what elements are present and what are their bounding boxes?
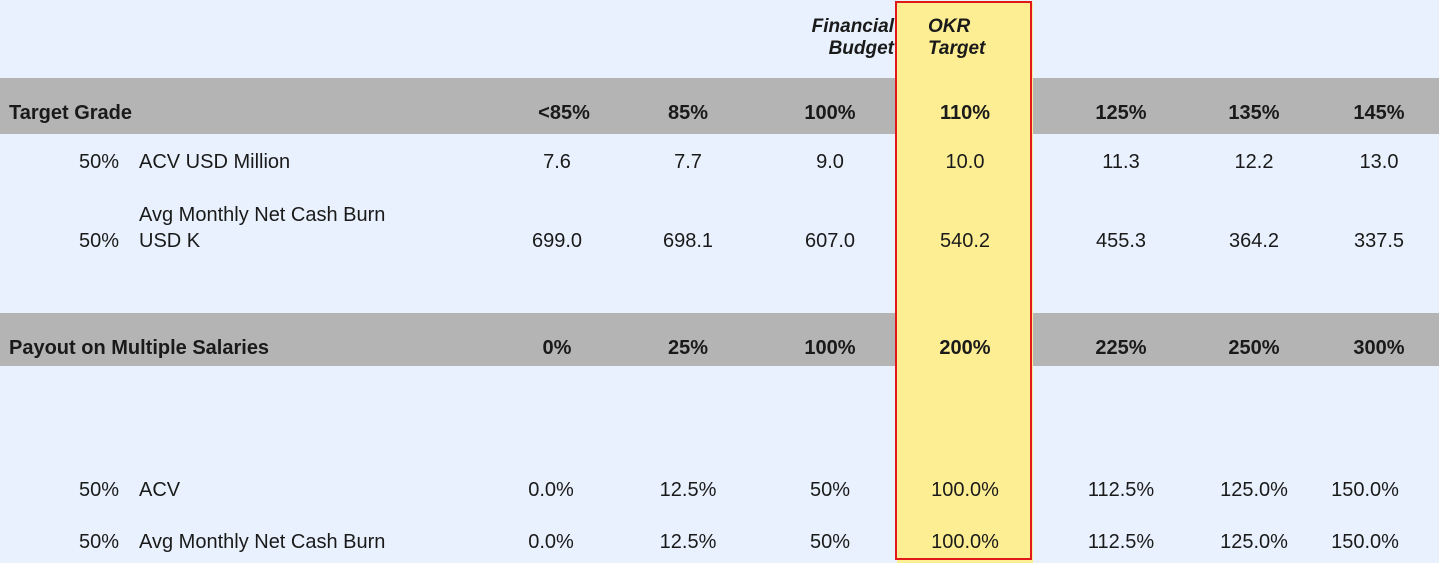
payout-value: 250%: [1228, 337, 1280, 359]
okr-target-column-highlight: [897, 2, 1033, 563]
target-grade-band: [0, 78, 1439, 134]
payout-row-value: 50%: [809, 479, 851, 501]
payout-row-label: ACV: [139, 479, 181, 501]
payout-row-value: 12.5%: [659, 479, 717, 501]
metric-value: 7.6: [543, 151, 571, 173]
target-grade-value: 145%: [1353, 102, 1405, 124]
metric-weight: 50%: [79, 151, 120, 173]
payout-value: 100%: [804, 337, 856, 359]
financial-budget-header-line2: Budget: [828, 38, 894, 59]
metric-value: 607.0: [804, 230, 856, 252]
target-grade-value: 135%: [1228, 102, 1280, 124]
okr-target-column-border: [895, 1, 1032, 560]
metric-value: 540.2: [939, 230, 991, 252]
payout-row-value: 100.0%: [931, 479, 999, 501]
metric-value: 11.3: [1102, 151, 1140, 173]
financial-budget-header: Financial Budget: [774, 16, 894, 60]
metric-value: 13.0: [1359, 151, 1399, 173]
target-grade-value: 125%: [1095, 102, 1147, 124]
payout-row-weight: 50%: [79, 479, 120, 501]
metric-value: 337.5: [1353, 230, 1405, 252]
payout-row-weight: 50%: [79, 531, 120, 553]
payout-value: 25%: [667, 337, 709, 359]
payout-row-value: 0.0%: [528, 479, 574, 501]
payout-row-value: 150.0%: [1331, 479, 1399, 501]
payout-row-value: 50%: [809, 531, 851, 553]
payout-value: 300%: [1353, 337, 1405, 359]
payout-value: 0%: [542, 337, 572, 359]
metric-value: 699.0: [531, 230, 583, 252]
payout-row-value: 100.0%: [931, 531, 999, 553]
payout-band: [0, 313, 1439, 366]
payout-row-value: 0.0%: [528, 531, 574, 553]
payout-value: 200%: [939, 337, 991, 359]
target-grade-label: Target Grade: [9, 102, 132, 124]
metric-value: 12.2: [1234, 151, 1274, 173]
okr-target-header: OKR Target: [928, 16, 1028, 60]
payout-label: Payout on Multiple Salaries: [9, 337, 270, 359]
payout-value: 225%: [1095, 337, 1147, 359]
target-grade-value: 100%: [804, 102, 856, 124]
payout-row-label: Avg Monthly Net Cash Burn: [139, 531, 386, 553]
metric-label-line1: Avg Monthly Net Cash Burn: [139, 204, 386, 226]
metric-label: ACV USD Million: [139, 151, 291, 173]
metric-value: 10.0: [945, 151, 985, 173]
metric-label-line2: USD K: [139, 230, 201, 252]
payout-row-value: 125.0%: [1220, 479, 1288, 501]
metric-value: 364.2: [1228, 230, 1280, 252]
payout-row-value: 150.0%: [1331, 531, 1399, 553]
metric-value: 9.0: [816, 151, 844, 173]
metric-value: 455.3: [1095, 230, 1147, 252]
payout-row-value: 112.5%: [1087, 531, 1155, 553]
target-grade-value: <85%: [538, 102, 590, 124]
okr-target-header-line2: Target: [928, 38, 986, 59]
okr-target-header-line1: OKR: [928, 16, 971, 37]
metric-weight: 50%: [79, 230, 120, 252]
payout-row-value: 12.5%: [659, 531, 717, 553]
target-grade-value: 85%: [667, 102, 709, 124]
payout-row-value: 125.0%: [1220, 531, 1288, 553]
payout-row-value: 112.5%: [1087, 479, 1155, 501]
target-grade-value: 110%: [939, 102, 991, 124]
metric-value: 7.7: [674, 151, 702, 173]
financial-budget-header-line1: Financial: [811, 16, 894, 37]
metric-value: 698.1: [662, 230, 714, 252]
